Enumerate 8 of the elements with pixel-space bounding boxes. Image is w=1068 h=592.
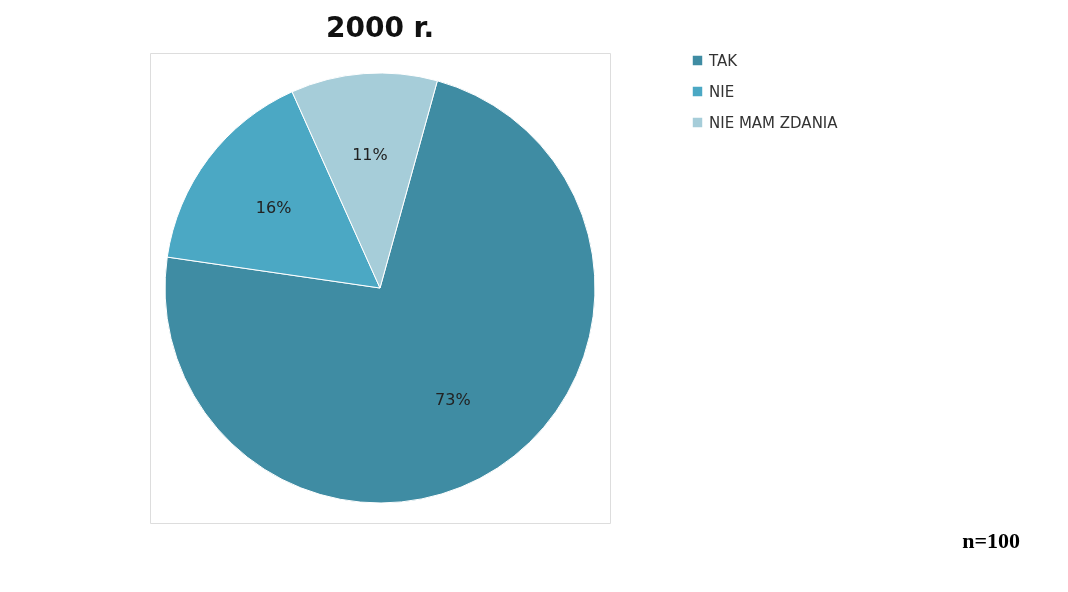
data-label: 16%	[255, 197, 292, 217]
legend-label: NIE	[709, 82, 735, 101]
data-label: 11%	[352, 145, 388, 165]
legend-label: TAK	[708, 51, 739, 70]
chart-title: 2000 r.	[325, 11, 435, 44]
text: n=100	[962, 528, 1020, 553]
legend-label: NIE MAM ZDANIA	[709, 113, 839, 132]
data-label: 73%	[435, 389, 471, 409]
